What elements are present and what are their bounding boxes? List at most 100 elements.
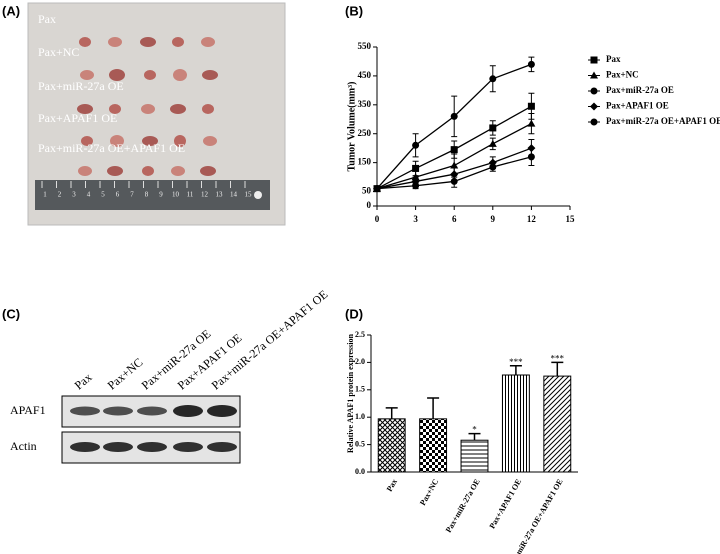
bar xyxy=(460,439,489,473)
point xyxy=(527,153,535,161)
legend-label: Pax+miR-27a OE+APAF1 OE xyxy=(606,116,720,126)
tumor xyxy=(173,69,187,81)
tumor xyxy=(203,136,217,146)
ruler-number: 4 xyxy=(87,191,91,199)
ruler-number: 11 xyxy=(187,191,194,199)
tumor xyxy=(109,104,121,114)
legend-label: Pax+APAF1 OE xyxy=(606,101,669,111)
legend-label: Pax+miR-27a OE xyxy=(606,85,674,95)
y-tick-label: 50 xyxy=(362,186,372,196)
photo-label: Pax+NC xyxy=(38,45,79,59)
x-tick-label: Pax xyxy=(385,477,399,493)
legend-marker xyxy=(590,56,598,64)
point xyxy=(489,75,497,83)
error-bar xyxy=(385,407,398,419)
bar xyxy=(419,418,448,473)
photo-label: Pax+miR-27a OE+APAF1 OE xyxy=(38,141,185,155)
legend-marker xyxy=(590,71,598,79)
point xyxy=(450,112,458,120)
tumor xyxy=(202,104,214,114)
x-tick-label: Pax+APAF1 OE xyxy=(488,477,524,530)
significance: *** xyxy=(551,353,565,363)
tumor xyxy=(109,69,125,81)
x-tick-label: 15 xyxy=(566,214,576,224)
tumor xyxy=(107,166,123,176)
x-tick-label: 12 xyxy=(527,214,537,224)
lane-label: Pax xyxy=(72,370,95,392)
tumor xyxy=(172,37,184,47)
ruler-number: 10 xyxy=(172,191,180,199)
band xyxy=(173,405,203,417)
y-tick-label: 2.5 xyxy=(355,330,365,339)
ruler-number: 15 xyxy=(245,191,253,199)
error-bar xyxy=(468,432,481,441)
y-tick-label: 550 xyxy=(358,41,372,51)
point xyxy=(527,60,535,68)
bar xyxy=(543,375,572,473)
y-tick-label: 250 xyxy=(358,128,372,138)
y-axis-label: Tumor Volume(mm³) xyxy=(346,82,357,172)
point xyxy=(527,119,536,127)
band xyxy=(70,406,100,416)
tumor xyxy=(171,166,185,176)
point xyxy=(489,124,497,132)
ruler-hole xyxy=(254,191,262,199)
band xyxy=(207,405,237,417)
ruler-number: 12 xyxy=(201,191,209,199)
band xyxy=(173,442,203,452)
blot-row-label: APAF1 xyxy=(10,403,46,417)
tumor xyxy=(140,37,156,47)
bar xyxy=(377,418,406,473)
panel-label: (B) xyxy=(345,3,363,18)
point xyxy=(412,164,420,172)
point xyxy=(527,102,535,110)
y-axis-label: Relative APAF1 protein expression xyxy=(346,334,355,453)
x-tick-label: Pax+NC xyxy=(418,477,440,507)
tumor xyxy=(110,135,124,147)
tumor xyxy=(200,166,216,176)
y-tick-label: 1.5 xyxy=(355,385,365,394)
photo-label: Pax xyxy=(38,12,56,26)
y-tick-label: 0.5 xyxy=(355,439,365,448)
tumor xyxy=(80,70,94,80)
photo-frame xyxy=(27,2,286,226)
y-tick-label: 0.0 xyxy=(355,467,365,476)
error-bar xyxy=(427,397,440,419)
ruler-number: 9 xyxy=(159,191,163,199)
panel-label: (C) xyxy=(2,306,20,321)
point xyxy=(450,146,458,154)
bar xyxy=(501,374,530,473)
band xyxy=(207,442,237,452)
ruler-number: 1 xyxy=(43,191,47,199)
blot-row-label: Actin xyxy=(10,439,37,453)
panel-label: (A) xyxy=(2,3,20,18)
tumor xyxy=(141,104,155,114)
tumor xyxy=(81,136,93,146)
band xyxy=(103,442,133,452)
tumor xyxy=(170,104,186,114)
ruler-number: 13 xyxy=(216,191,224,199)
legend-marker xyxy=(590,87,598,95)
error-bar xyxy=(551,361,564,377)
band xyxy=(137,406,167,416)
point xyxy=(412,182,420,190)
point xyxy=(450,177,458,185)
y-tick-label: 450 xyxy=(358,70,372,80)
significance: * xyxy=(472,425,477,435)
y-tick-label: 1.0 xyxy=(355,412,365,421)
ruler-number: 3 xyxy=(72,191,76,199)
point xyxy=(488,139,497,147)
legend-label: Pax xyxy=(606,54,621,64)
point xyxy=(489,163,497,171)
photo-label: Pax+miR-27a OE xyxy=(38,79,124,93)
panel-label: (D) xyxy=(345,306,363,321)
ruler-number: 8 xyxy=(145,191,149,199)
photo-label: Pax+APAF1 OE xyxy=(38,111,117,125)
tumor xyxy=(79,37,91,47)
tumor xyxy=(144,70,156,80)
ruler-number: 6 xyxy=(116,191,120,199)
x-tick-label: 6 xyxy=(452,214,457,224)
tumor xyxy=(108,37,122,47)
ruler-number: 2 xyxy=(58,191,62,199)
